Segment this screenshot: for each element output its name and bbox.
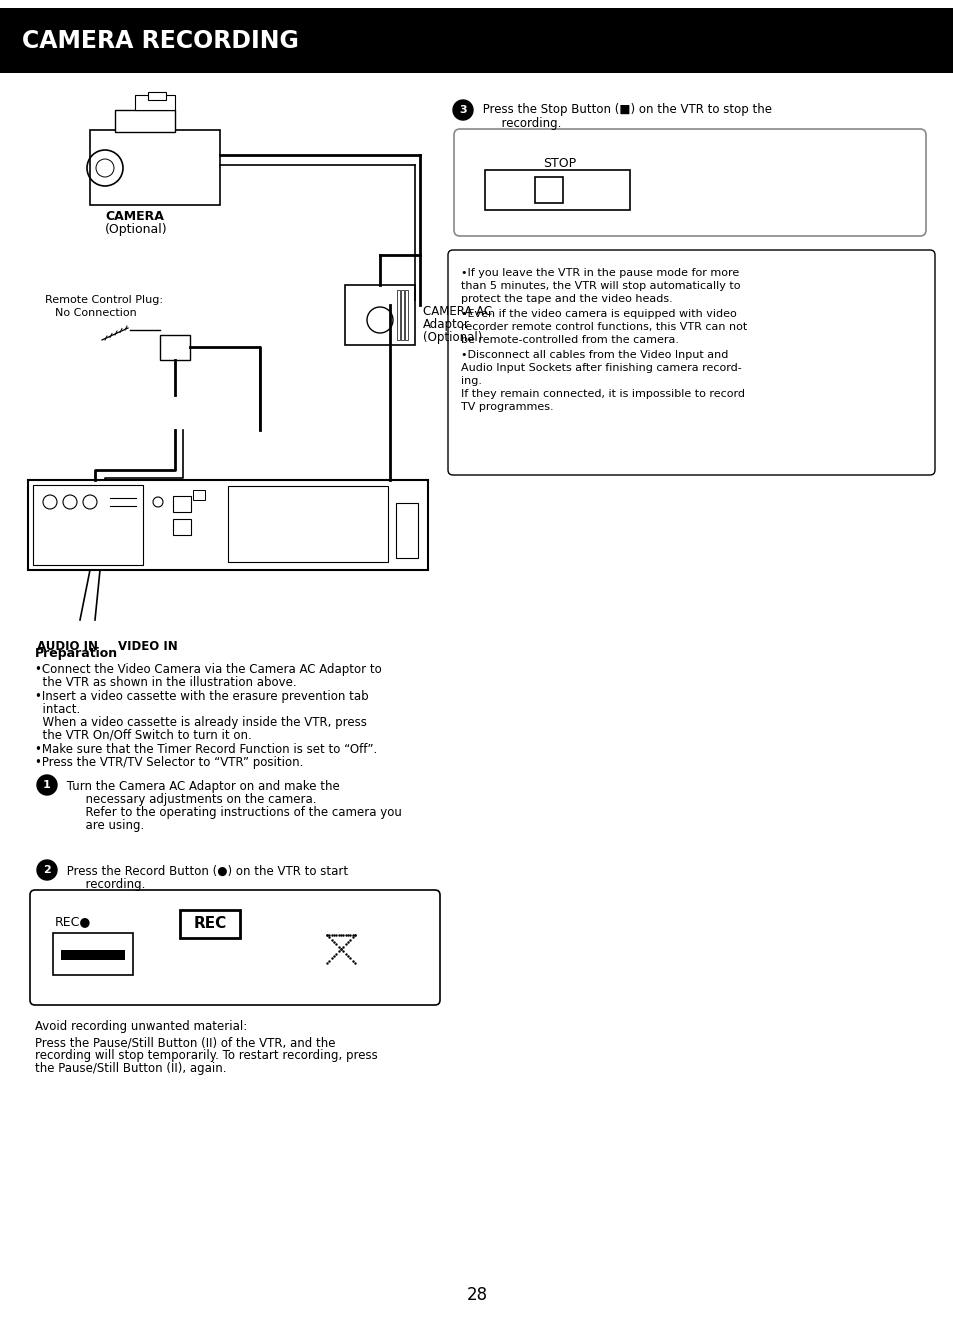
Bar	[28, 480, 428, 570]
Text: •If you leave the VTR in the pause mode for more: •If you leave the VTR in the pause mode …	[460, 268, 739, 278]
Text: If they remain connected, it is impossible to record: If they remain connected, it is impossib…	[460, 390, 744, 399]
Bar	[535, 178, 562, 203]
Text: •Press the VTR/TV Selector to “VTR” position.: •Press the VTR/TV Selector to “VTR” posi…	[35, 757, 303, 768]
Text: than 5 minutes, the VTR will stop automatically to: than 5 minutes, the VTR will stop automa…	[460, 281, 740, 292]
Bar	[400, 290, 403, 341]
Text: Preparation: Preparation	[35, 647, 118, 660]
Bar	[395, 504, 417, 558]
Text: •Connect the Video Camera via the Camera AC Adaptor to: •Connect the Video Camera via the Camera…	[35, 662, 381, 676]
Bar	[0, 8, 953, 73]
Text: •Make sure that the Timer Record Function is set to “Off”.: •Make sure that the Timer Record Functio…	[35, 743, 376, 757]
FancyBboxPatch shape	[454, 129, 925, 236]
Text: (Optional): (Optional)	[422, 331, 482, 344]
Text: recorder remote control functions, this VTR can not: recorder remote control functions, this …	[460, 322, 746, 333]
Text: recording.: recording.	[478, 117, 560, 130]
Text: AUDIO IN: AUDIO IN	[37, 640, 98, 653]
Circle shape	[37, 860, 57, 880]
Text: Press the Stop Button (■) on the VTR to stop the: Press the Stop Button (■) on the VTR to …	[478, 103, 771, 117]
Text: 3: 3	[458, 105, 466, 115]
Bar	[135, 95, 174, 110]
Text: the VTR as shown in the illustration above.: the VTR as shown in the illustration abo…	[35, 676, 296, 689]
Text: 28: 28	[466, 1287, 487, 1304]
Text: the VTR On/Off Switch to turn it on.: the VTR On/Off Switch to turn it on.	[35, 729, 252, 742]
Text: Refer to the operating instructions of the camera you: Refer to the operating instructions of t…	[63, 806, 401, 819]
Text: When a video cassette is already inside the VTR, press: When a video cassette is already inside …	[35, 716, 367, 729]
Bar	[484, 170, 629, 209]
Text: VIDEO IN: VIDEO IN	[118, 640, 177, 653]
Text: •Even if the video camera is equipped with video: •Even if the video camera is equipped wi…	[460, 309, 736, 319]
Text: Press the Record Button (●) on the VTR to start: Press the Record Button (●) on the VTR t…	[63, 865, 348, 878]
Bar	[172, 519, 191, 535]
Text: Remote Control Plug:: Remote Control Plug:	[45, 295, 163, 305]
Text: CAMERA: CAMERA	[105, 209, 164, 223]
Text: recording.: recording.	[63, 878, 145, 890]
Text: be remote-controlled from the camera.: be remote-controlled from the camera.	[460, 335, 679, 345]
Text: TV programmes.: TV programmes.	[460, 401, 553, 412]
Bar	[193, 490, 205, 500]
Text: 1: 1	[43, 780, 51, 790]
Bar	[180, 910, 240, 938]
Text: Avoid recording unwanted material:: Avoid recording unwanted material:	[35, 1020, 247, 1034]
Text: No Connection: No Connection	[55, 307, 136, 318]
Bar	[148, 91, 166, 99]
Bar	[396, 290, 399, 341]
Bar	[405, 290, 408, 341]
FancyBboxPatch shape	[30, 890, 439, 1004]
Bar	[61, 950, 125, 961]
Text: intact.: intact.	[35, 704, 80, 716]
Text: (Optional): (Optional)	[105, 223, 168, 236]
Text: CAMERA AC: CAMERA AC	[422, 305, 492, 318]
Text: CAMERA RECORDING: CAMERA RECORDING	[22, 29, 298, 53]
Text: Press the Pause/Still Button (II) of the VTR, and the: Press the Pause/Still Button (II) of the…	[35, 1036, 335, 1049]
Text: Turn the Camera AC Adaptor on and make the: Turn the Camera AC Adaptor on and make t…	[63, 780, 339, 792]
Text: necessary adjustments on the camera.: necessary adjustments on the camera.	[63, 792, 316, 806]
Bar	[90, 130, 220, 205]
Text: •Disconnect all cables from the Video Input and: •Disconnect all cables from the Video In…	[460, 350, 727, 360]
Text: the Pause/Still Button (II), again.: the Pause/Still Button (II), again.	[35, 1063, 226, 1075]
Circle shape	[453, 99, 473, 121]
Circle shape	[37, 775, 57, 795]
Text: Adaptor: Adaptor	[422, 318, 470, 331]
Text: 2: 2	[43, 865, 51, 874]
FancyBboxPatch shape	[448, 250, 934, 474]
Text: ing.: ing.	[460, 376, 481, 386]
Text: REC●: REC●	[55, 916, 91, 928]
Text: recording will stop temporarily. To restart recording, press: recording will stop temporarily. To rest…	[35, 1049, 377, 1063]
Text: protect the tape and the video heads.: protect the tape and the video heads.	[460, 294, 672, 303]
Text: STOP: STOP	[543, 156, 576, 170]
Text: •Insert a video cassette with the erasure prevention tab: •Insert a video cassette with the erasur…	[35, 690, 368, 704]
Text: REC: REC	[193, 917, 227, 931]
Bar	[345, 285, 415, 344]
Bar	[172, 496, 191, 511]
Text: are using.: are using.	[63, 819, 144, 832]
Bar	[53, 933, 132, 975]
Bar	[115, 110, 174, 132]
Bar	[33, 485, 143, 564]
Bar	[160, 335, 190, 360]
Bar	[228, 486, 388, 562]
Text: Audio Input Sockets after finishing camera record-: Audio Input Sockets after finishing came…	[460, 363, 741, 374]
